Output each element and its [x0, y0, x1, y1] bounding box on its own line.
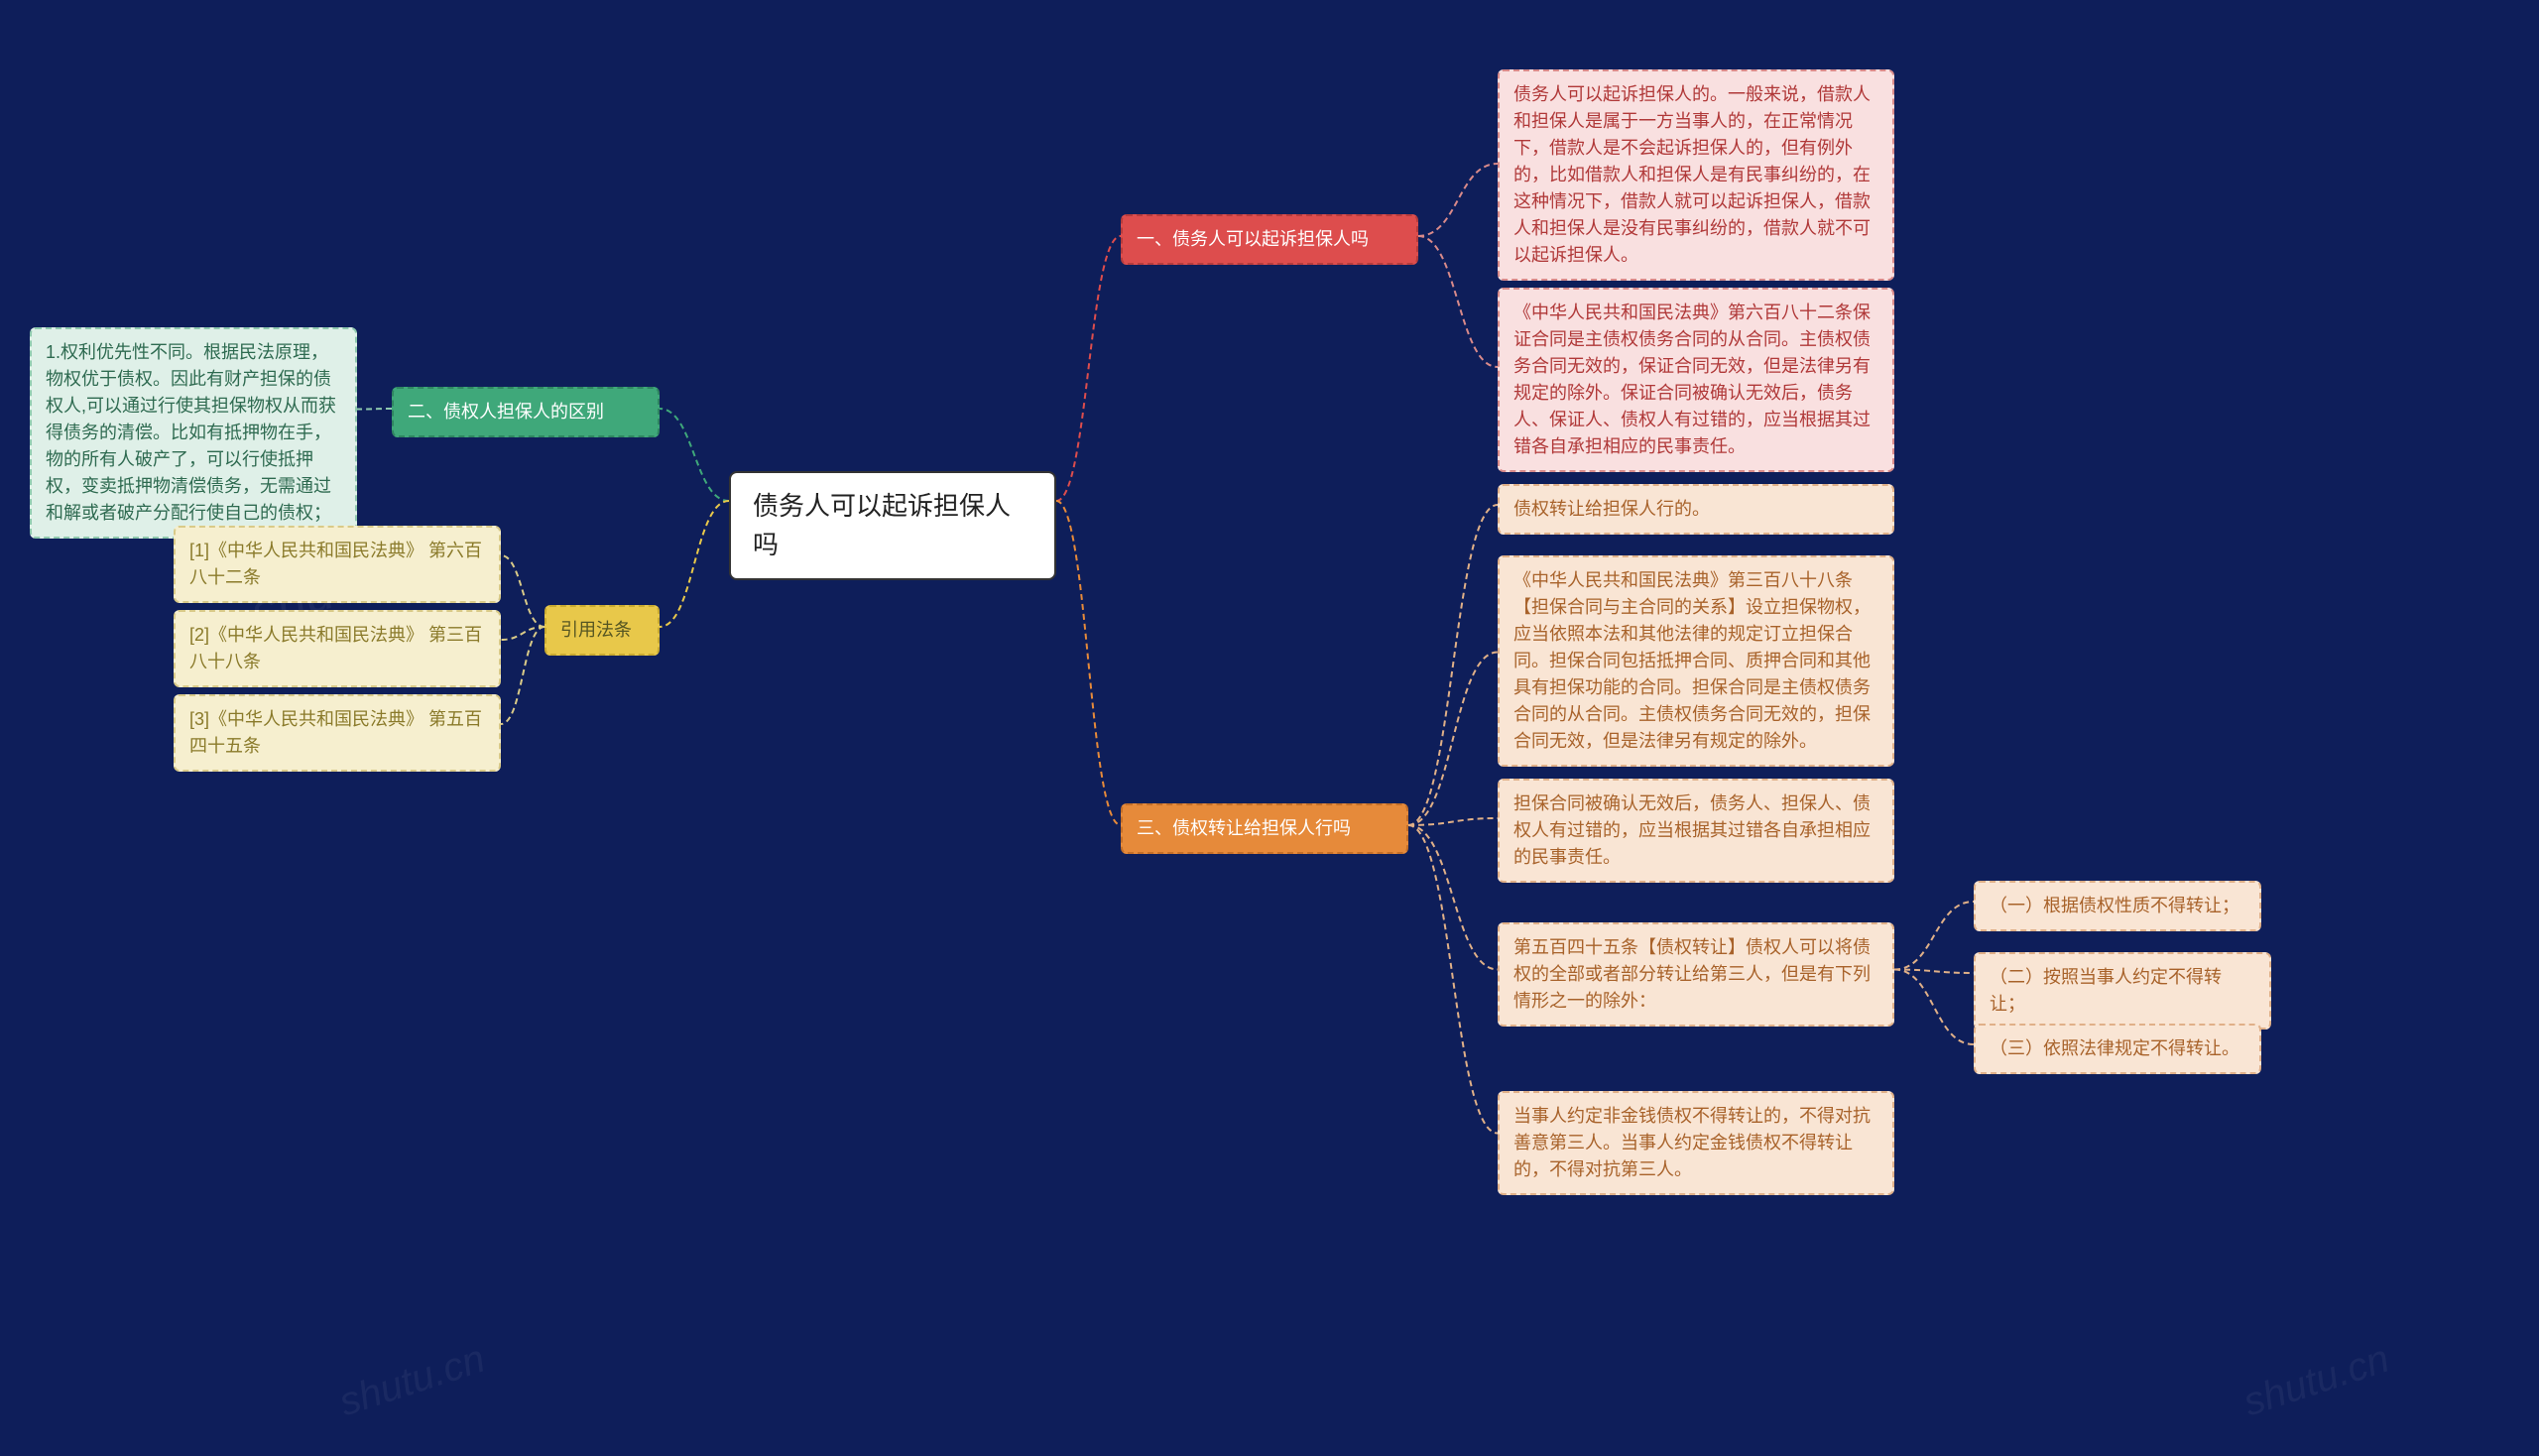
- mindmap-node: 债权转让给担保人行的。: [1498, 484, 1894, 535]
- mindmap-node: [2]《中华人民共和国民法典》 第三百八十八条: [174, 610, 501, 687]
- mindmap-node: （二）按照当事人约定不得转让；: [1974, 952, 2271, 1030]
- mindmap-node: [1]《中华人民共和国民法典》 第六百八十二条: [174, 526, 501, 603]
- mindmap-node: 一、债务人可以起诉担保人吗: [1121, 214, 1418, 265]
- watermark: shutu.cn: [2238, 1337, 2395, 1426]
- watermark: shutu.cn: [334, 1337, 491, 1426]
- mindmap-node: （三）依照法律规定不得转让。: [1974, 1024, 2261, 1074]
- mindmap-node: 二、债权人担保人的区别: [392, 387, 660, 437]
- mindmap-node: 1.权利优先性不同。根据民法原理，物权优于债权。因此有财产担保的债权人,可以通过…: [30, 327, 357, 539]
- mindmap-node: 当事人约定非金钱债权不得转让的，不得对抗善意第三人。当事人约定金钱债权不得转让的…: [1498, 1091, 1894, 1195]
- mindmap-node: 《中华人民共和国民法典》第三百八十八条【担保合同与主合同的关系】设立担保物权，应…: [1498, 555, 1894, 767]
- mindmap-node: 三、债权转让给担保人行吗: [1121, 803, 1408, 854]
- mindmap-node: 《中华人民共和国民法典》第六百八十二条保证合同是主债权债务合同的从合同。主债权债…: [1498, 288, 1894, 472]
- root-node: 债务人可以起诉担保人吗: [729, 471, 1056, 580]
- mindmap-node: 引用法条: [544, 605, 660, 656]
- mindmap-node: 担保合同被确认无效后，债务人、担保人、债权人有过错的，应当根据其过错各自承担相应…: [1498, 779, 1894, 883]
- mindmap-node: （一）根据债权性质不得转让；: [1974, 881, 2261, 931]
- mindmap-node: [3]《中华人民共和国民法典》 第五百四十五条: [174, 694, 501, 772]
- mindmap-node: 债务人可以起诉担保人的。一般来说，借款人和担保人是属于一方当事人的，在正常情况下…: [1498, 69, 1894, 281]
- mindmap-node: 第五百四十五条【债权转让】债权人可以将债权的全部或者部分转让给第三人，但是有下列…: [1498, 922, 1894, 1027]
